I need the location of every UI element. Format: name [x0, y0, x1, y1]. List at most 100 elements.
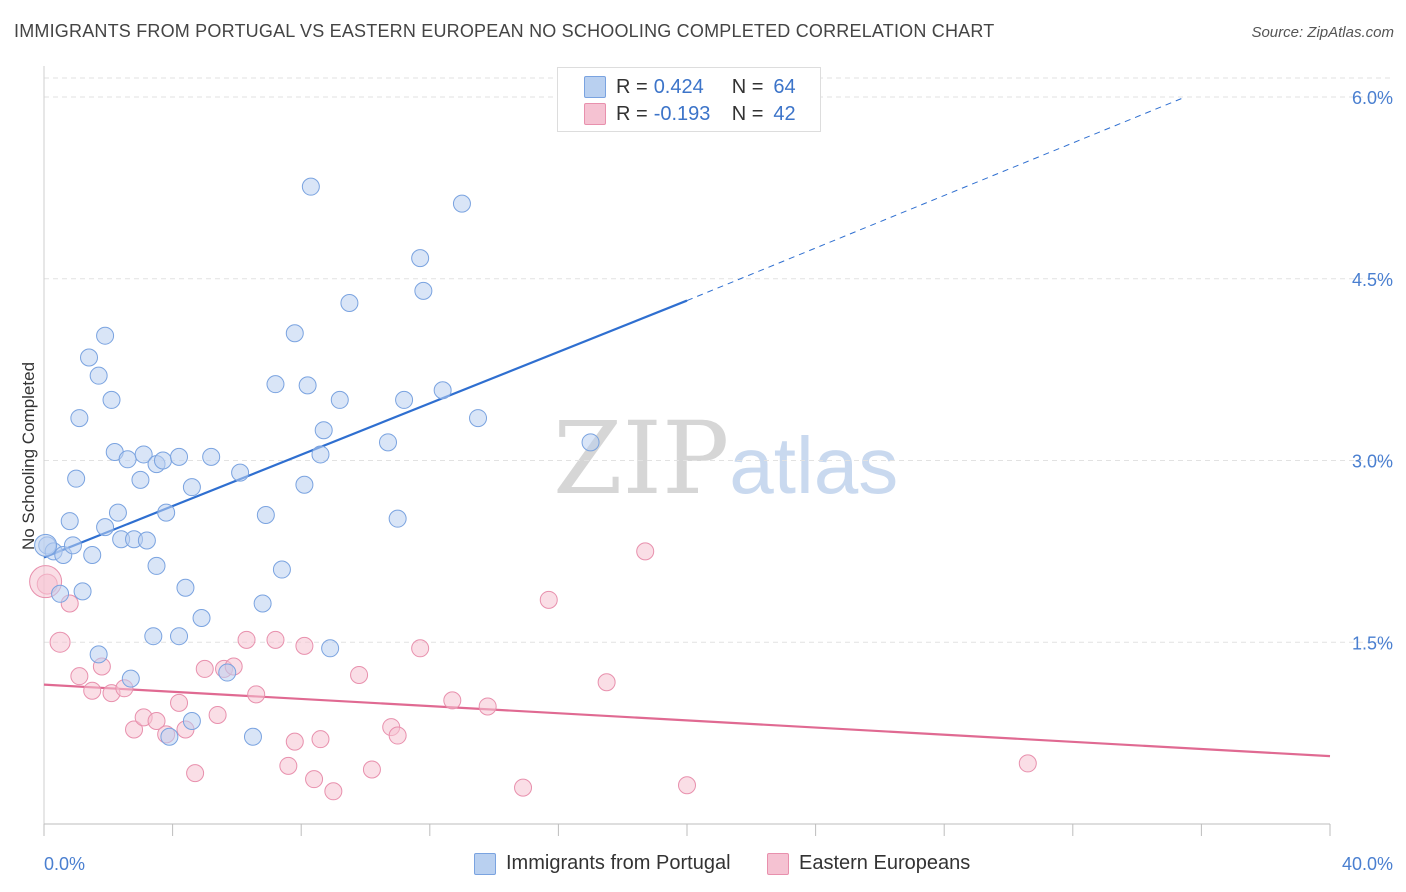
point-immigrants-portugal — [51, 584, 70, 603]
point-eastern-europeans — [411, 639, 430, 658]
point-immigrants-portugal — [118, 450, 137, 469]
legend-r-value: 0.424 — [653, 75, 704, 98]
point-eastern-europeans — [311, 730, 330, 749]
point-eastern-europeans — [539, 590, 558, 609]
point-immigrants-portugal — [153, 451, 172, 470]
point-immigrants-portugal — [34, 533, 58, 557]
point-immigrants-portugal — [63, 536, 82, 555]
point-immigrants-portugal — [321, 639, 340, 658]
point-immigrants-portugal — [243, 727, 262, 746]
y-tick-label: 1.5% — [1352, 633, 1393, 653]
tick-labels: 1.5% 3.0% 4.5% 6.0% 0.0% 40.0% No Schooling Co… — [19, 88, 1393, 874]
legend-n-label: N = — [731, 75, 764, 98]
point-eastern-europeans — [70, 667, 89, 686]
legend-swatch-blue — [474, 852, 496, 875]
point-immigrants-portugal — [170, 447, 189, 466]
point-immigrants-portugal — [330, 390, 349, 409]
point-eastern-europeans — [285, 732, 304, 751]
point-immigrants-portugal — [411, 249, 430, 268]
legend-row-eastern: R = -0.193 N = 42 — [558, 101, 796, 127]
point-immigrants-portugal — [83, 546, 102, 565]
x-tick-label: 0.0% — [44, 854, 85, 874]
axes — [43, 66, 1331, 836]
point-immigrants-portugal — [469, 409, 488, 428]
trend-line-eastern — [43, 683, 1331, 758]
point-immigrants-portugal — [157, 503, 176, 522]
point-immigrants-portugal — [395, 390, 414, 409]
point-immigrants-portugal — [182, 712, 201, 731]
point-eastern-europeans — [125, 720, 144, 739]
point-immigrants-portugal — [218, 663, 237, 682]
point-eastern-europeans — [195, 659, 214, 678]
legend-item-eastern: Eastern Europeans — [767, 852, 970, 875]
legend-label-eastern: Eastern Europeans — [799, 852, 971, 874]
point-immigrants-portugal — [301, 177, 320, 196]
legend-r-label: R = — [616, 102, 648, 125]
point-immigrants-portugal — [60, 512, 79, 531]
point-immigrants-portugal — [121, 669, 140, 688]
point-immigrants-portugal — [414, 281, 433, 300]
point-immigrants-portugal — [96, 326, 115, 345]
point-immigrants-portugal — [298, 376, 317, 395]
point-immigrants-portugal — [96, 518, 115, 537]
point-eastern-europeans — [324, 782, 343, 801]
data-points — [29, 177, 1037, 801]
point-immigrants-portugal — [73, 582, 92, 601]
point-immigrants-portugal — [253, 594, 272, 613]
point-eastern-europeans — [443, 691, 462, 710]
grid-lines — [44, 77, 1392, 643]
point-eastern-europeans — [247, 685, 266, 704]
point-immigrants-portugal — [266, 375, 285, 394]
point-eastern-europeans — [83, 681, 102, 700]
point-eastern-europeans — [362, 760, 381, 779]
point-immigrants-portugal — [144, 627, 163, 646]
legend-n-value: 42 — [773, 102, 796, 125]
trend-lines — [43, 96, 1331, 758]
point-immigrants-portugal — [137, 531, 156, 550]
point-eastern-europeans — [1018, 754, 1037, 773]
point-eastern-europeans — [208, 705, 227, 724]
point-eastern-europeans — [305, 770, 324, 789]
point-immigrants-portugal — [452, 194, 471, 213]
point-immigrants-portugal — [70, 409, 89, 428]
point-immigrants-portugal — [256, 506, 275, 525]
point-immigrants-portugal — [147, 556, 166, 575]
point-immigrants-portugal — [80, 348, 99, 367]
point-immigrants-portugal — [108, 503, 127, 522]
point-eastern-europeans — [597, 673, 616, 692]
point-immigrants-portugal — [581, 433, 600, 452]
point-immigrants-portugal — [160, 727, 179, 746]
point-immigrants-portugal — [285, 324, 304, 343]
point-eastern-europeans — [279, 756, 298, 775]
point-immigrants-portugal — [433, 381, 452, 400]
point-immigrants-portugal — [340, 293, 359, 312]
point-immigrants-portugal — [170, 627, 189, 646]
legend-label-portugal: Immigrants from Portugal — [506, 852, 731, 874]
point-eastern-europeans — [678, 776, 696, 795]
point-eastern-europeans — [266, 630, 285, 649]
x-tick-label: 40.0% — [1342, 854, 1393, 874]
point-eastern-europeans — [350, 665, 369, 684]
point-immigrants-portugal — [388, 509, 407, 528]
point-immigrants-portugal — [89, 645, 108, 664]
point-eastern-europeans — [49, 631, 71, 653]
legend-item-portugal: Immigrants from Portugal — [474, 852, 731, 875]
point-immigrants-portugal — [231, 463, 250, 482]
point-immigrants-portugal — [134, 445, 153, 464]
series-legend: Immigrants from Portugal Eastern Europea… — [0, 852, 1406, 878]
point-immigrants-portugal — [67, 469, 86, 488]
legend-swatch-pink — [767, 852, 789, 875]
legend-swatch-pink — [584, 103, 606, 125]
point-eastern-europeans — [186, 764, 205, 783]
chart-title: IMMIGRANTS FROM PORTUGAL VS EASTERN EURO… — [14, 21, 995, 41]
point-eastern-europeans — [478, 697, 497, 716]
legend-swatch-blue — [584, 76, 606, 98]
point-immigrants-portugal — [311, 445, 330, 464]
y-tick-label: 4.5% — [1352, 270, 1393, 290]
point-eastern-europeans — [170, 693, 189, 712]
point-eastern-europeans — [636, 542, 655, 561]
point-immigrants-portugal — [182, 478, 201, 497]
legend-n-value: 64 — [773, 75, 796, 98]
point-eastern-europeans — [514, 778, 533, 797]
